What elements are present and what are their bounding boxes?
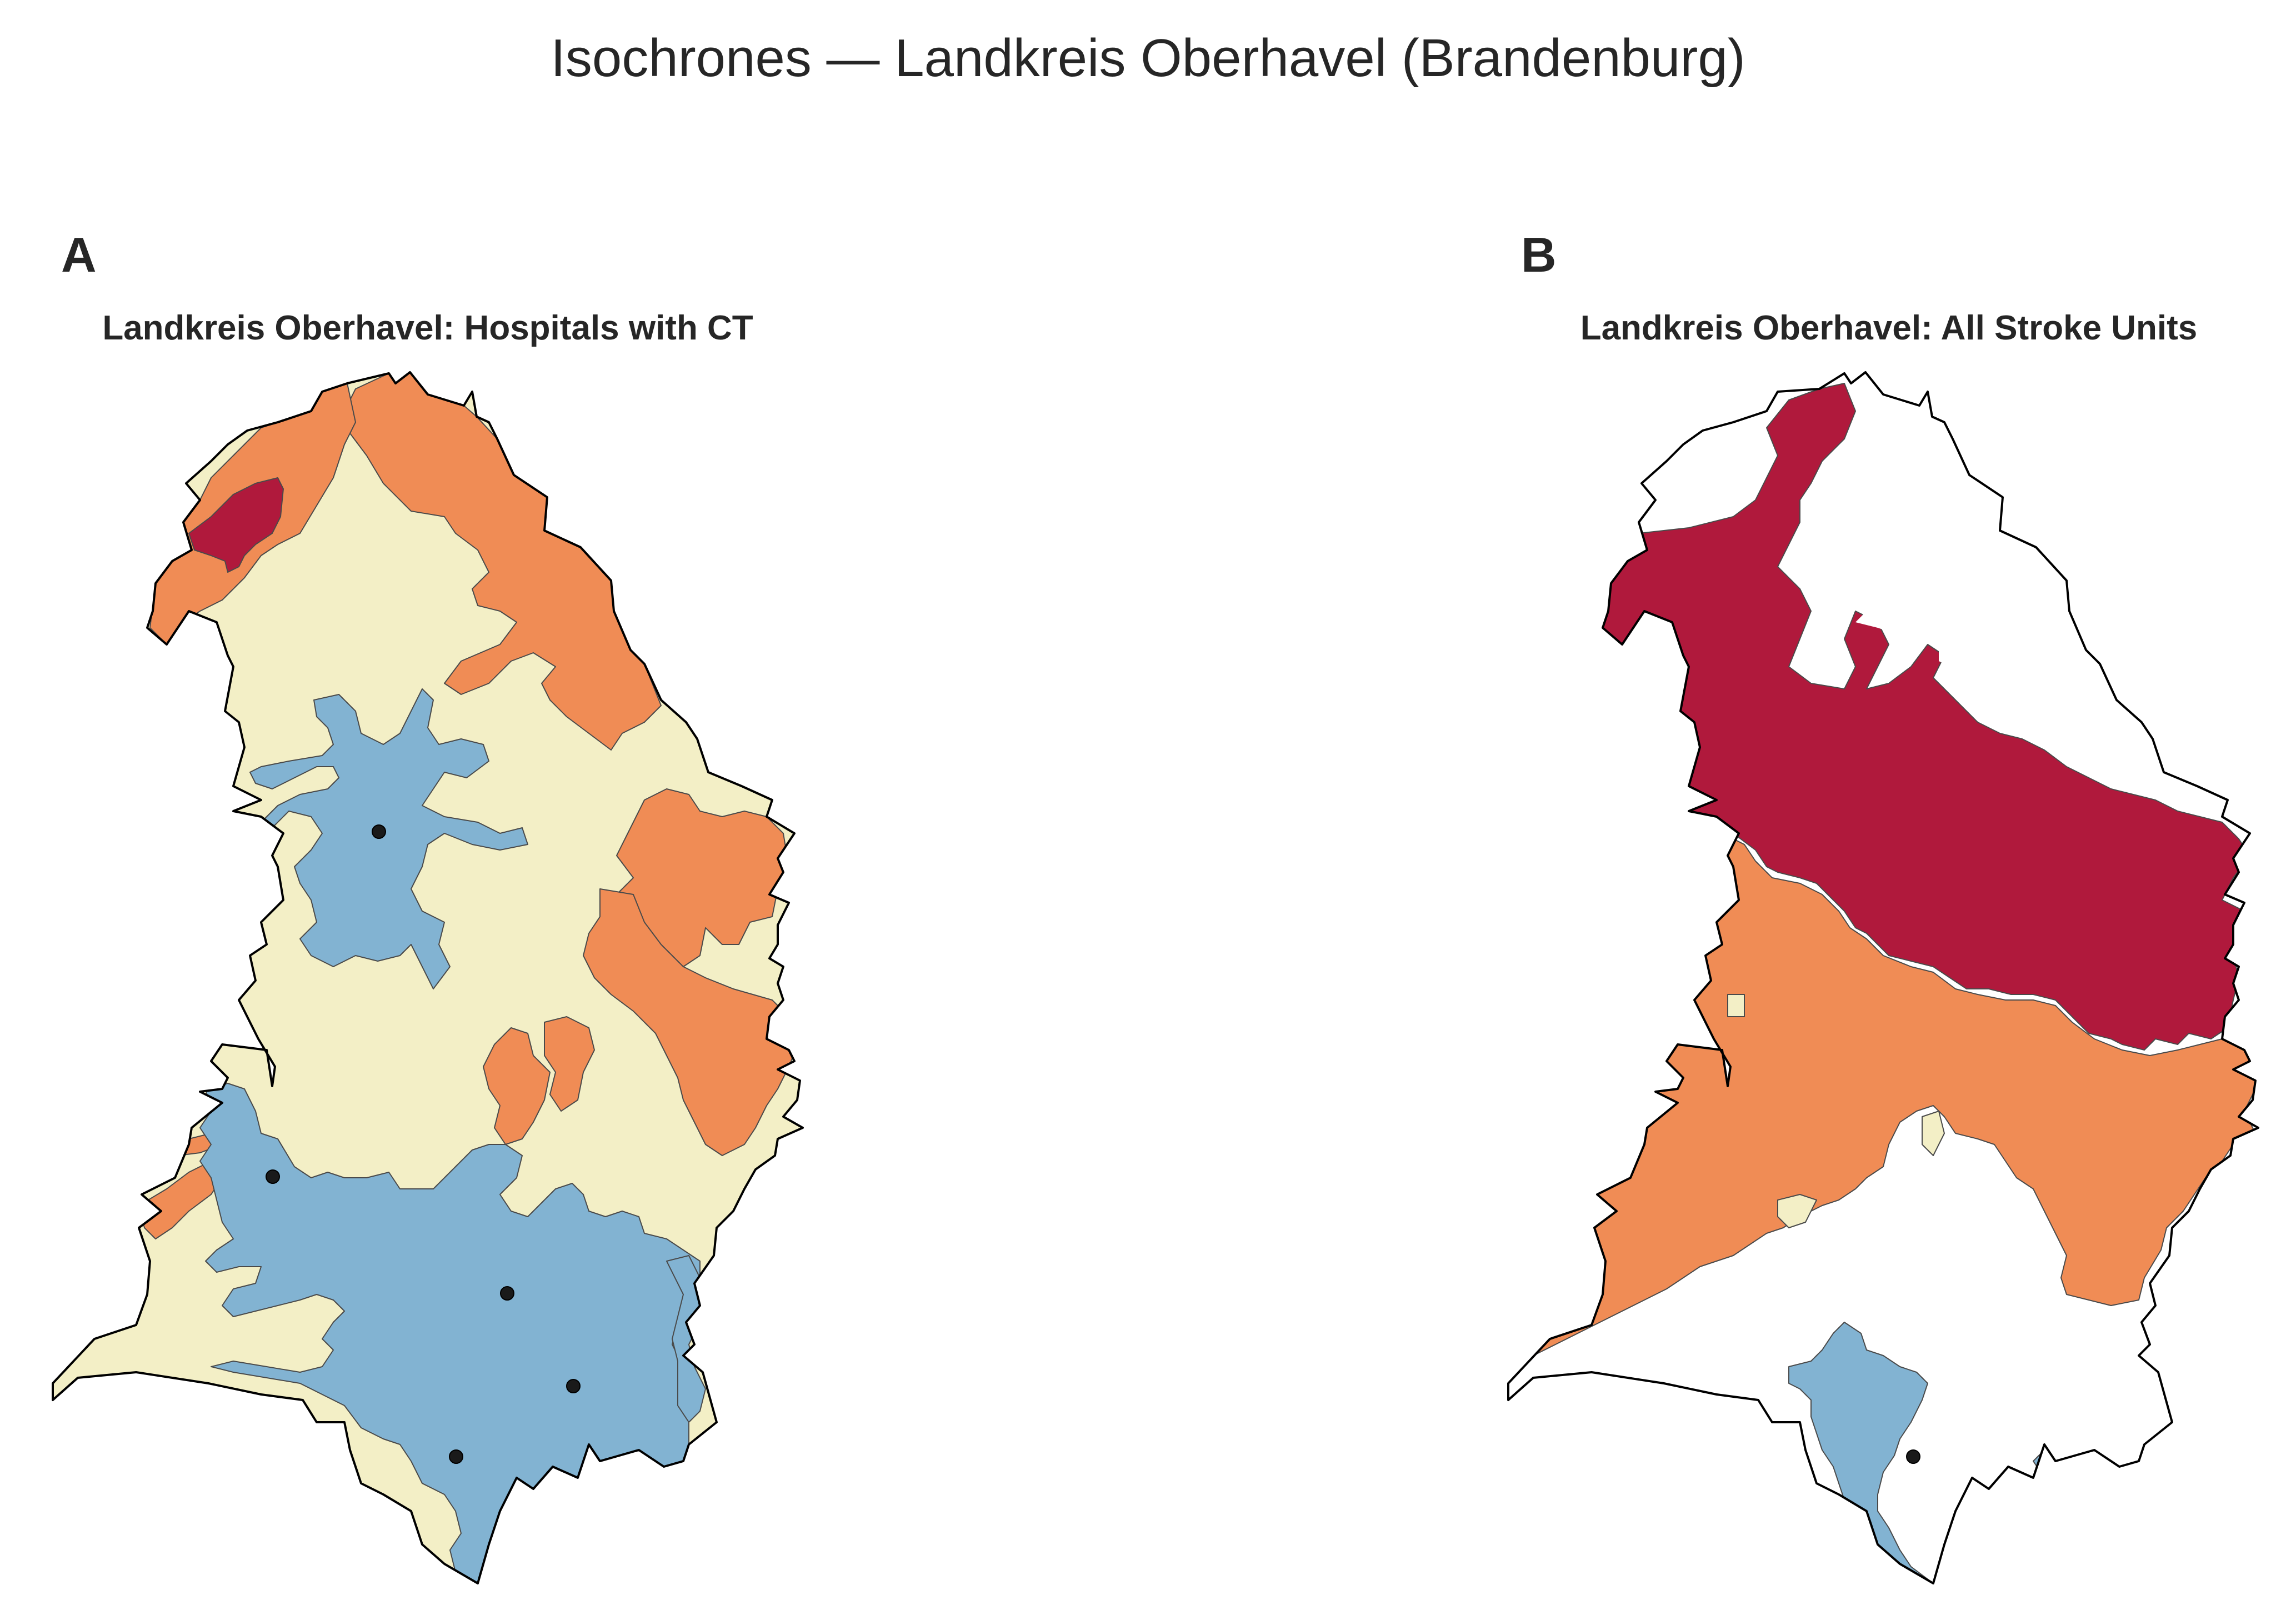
- panel-a-zone-blue-north: [249, 688, 528, 989]
- hospital-marker: [266, 1169, 280, 1184]
- panel-b-zone-blue: [1788, 1322, 1934, 1583]
- figure-title: Isochrones — Landkreis Oberhavel (Brande…: [551, 28, 1745, 88]
- hospital-marker: [449, 1449, 463, 1464]
- panel-a-zone-orange-center1: [483, 1027, 551, 1145]
- panel-a-zone-orange-east2: [583, 888, 801, 1156]
- panel-a-zone-red-nw: [188, 477, 284, 573]
- panel-b-title: Landkreis Oberhavel: All Stroke Units: [1580, 309, 2198, 347]
- panel-a-zone-orange-center2: [544, 1016, 595, 1112]
- hospital-marker: [566, 1379, 581, 1393]
- hospital-marker: [372, 824, 386, 839]
- panel-a-hospital-markers: [266, 824, 581, 1464]
- hospital-marker: [500, 1286, 514, 1301]
- panel-b-letter: B: [1521, 227, 1557, 282]
- panel-a-zone-orange-sw: [138, 1161, 223, 1239]
- panel-a-title: Landkreis Oberhavel: Hospitals with CT: [102, 309, 753, 347]
- panel-b-stroke-unit-markers: [1906, 1449, 1920, 1464]
- stroke-unit-marker: [1906, 1449, 1920, 1464]
- panel-a-letter: A: [61, 227, 97, 282]
